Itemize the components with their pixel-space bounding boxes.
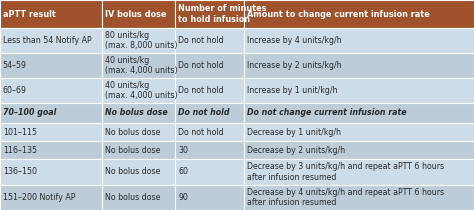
Text: 116–135: 116–135 (3, 146, 37, 155)
Bar (102, 141, 175, 159)
Text: No bolus dose: No bolus dose (105, 168, 160, 176)
Bar (175, 103, 244, 123)
Text: No bolus dose: No bolus dose (105, 146, 160, 155)
Bar (102, 53, 175, 78)
Bar (0, 53, 102, 78)
Bar (0, 103, 102, 123)
Text: No bolus dose: No bolus dose (105, 108, 167, 117)
Bar (175, 185, 244, 210)
Text: Increase by 1 unit/kg/h: Increase by 1 unit/kg/h (247, 86, 337, 95)
Text: 54–59: 54–59 (3, 61, 27, 70)
Bar (102, 0, 175, 28)
Text: Amount to change current infusion rate: Amount to change current infusion rate (247, 10, 430, 19)
Text: aPTT result: aPTT result (3, 10, 56, 19)
Text: Decrease by 4 units/kg/h and repeat aPTT 6 hours
after infusion resumed: Decrease by 4 units/kg/h and repeat aPTT… (247, 188, 444, 207)
Bar (0, 123, 102, 141)
Text: Do not hold: Do not hold (178, 108, 230, 117)
Text: Do not change current infusion rate: Do not change current infusion rate (247, 108, 407, 117)
Text: Decrease by 1 unit/kg/h: Decrease by 1 unit/kg/h (247, 128, 341, 136)
Bar (0, 141, 102, 159)
Bar (175, 78, 244, 103)
Text: 40 units/kg
(max. 4,000 units): 40 units/kg (max. 4,000 units) (105, 81, 177, 100)
Text: Decrease by 2 units/kg/h: Decrease by 2 units/kg/h (247, 146, 345, 155)
Bar (244, 53, 474, 78)
Bar (0, 185, 102, 210)
Bar (175, 159, 244, 185)
Text: 40 units/kg
(max. 4,000 units): 40 units/kg (max. 4,000 units) (105, 56, 177, 75)
Text: 151–200 Notify AP: 151–200 Notify AP (3, 193, 75, 202)
Text: Do not hold: Do not hold (178, 86, 224, 95)
Text: 136–150: 136–150 (3, 168, 37, 176)
Text: Increase by 2 units/kg/h: Increase by 2 units/kg/h (247, 61, 342, 70)
Text: 60: 60 (178, 168, 188, 176)
Bar (0, 28, 102, 53)
Text: 70–100 goal: 70–100 goal (3, 108, 56, 117)
Text: No bolus dose: No bolus dose (105, 193, 160, 202)
Text: No bolus dose: No bolus dose (105, 128, 160, 136)
Bar (244, 103, 474, 123)
Bar (102, 185, 175, 210)
Bar (175, 53, 244, 78)
Text: IV bolus dose: IV bolus dose (105, 10, 166, 19)
Bar (244, 0, 474, 28)
Text: 30: 30 (178, 146, 188, 155)
Text: 80 units/kg
(max. 8,000 units): 80 units/kg (max. 8,000 units) (105, 31, 177, 50)
Text: 60–69: 60–69 (3, 86, 27, 95)
Bar (244, 78, 474, 103)
Bar (102, 159, 175, 185)
Text: 101–115: 101–115 (3, 128, 37, 136)
Text: Decrease by 3 units/kg/h and repeat aPTT 6 hours
after infusion resumed: Decrease by 3 units/kg/h and repeat aPTT… (247, 162, 444, 182)
Bar (102, 123, 175, 141)
Bar (244, 123, 474, 141)
Bar (244, 141, 474, 159)
Text: 90: 90 (178, 193, 188, 202)
Text: Do not hold: Do not hold (178, 128, 224, 136)
Bar (102, 28, 175, 53)
Bar (102, 103, 175, 123)
Text: Number of minutes
to hold infusion: Number of minutes to hold infusion (178, 4, 267, 24)
Text: Increase by 4 units/kg/h: Increase by 4 units/kg/h (247, 36, 342, 45)
Text: Do not hold: Do not hold (178, 36, 224, 45)
Bar (244, 185, 474, 210)
Bar (175, 28, 244, 53)
Bar (175, 0, 244, 28)
Bar (102, 78, 175, 103)
Bar (244, 28, 474, 53)
Text: Less than 54 Notify AP: Less than 54 Notify AP (3, 36, 91, 45)
Bar (0, 0, 102, 28)
Bar (175, 123, 244, 141)
Bar (175, 141, 244, 159)
Bar (0, 159, 102, 185)
Text: Do not hold: Do not hold (178, 61, 224, 70)
Bar (0, 78, 102, 103)
Bar (244, 159, 474, 185)
